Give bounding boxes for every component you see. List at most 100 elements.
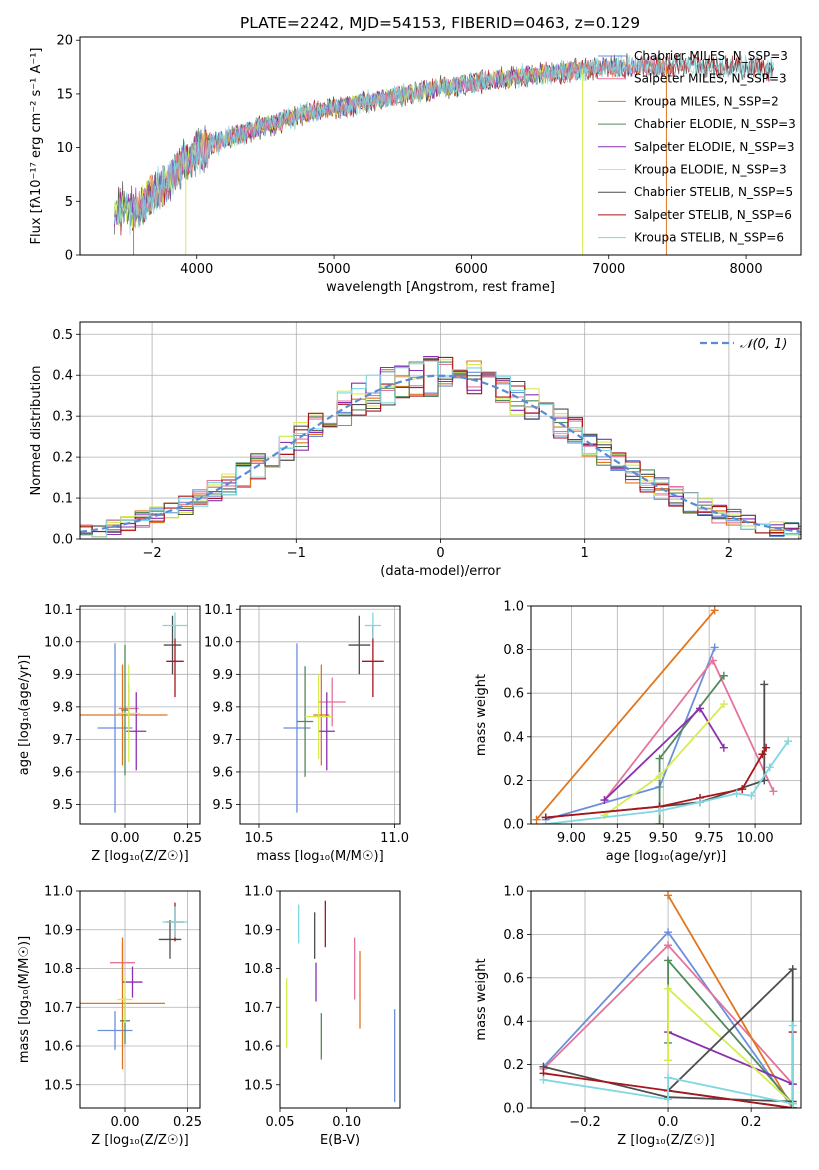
legend-label: Salpeter MILES, N_SSP=3	[634, 72, 787, 86]
spectrum-panel	[113, 53, 774, 255]
error-point	[158, 920, 182, 959]
error-point	[318, 692, 335, 771]
plot-area	[283, 612, 384, 813]
y-tick-label: 10.5	[244, 1078, 273, 1093]
weight_vs_age-panel	[531, 605, 801, 825]
x-tick-label: 9.25	[603, 831, 632, 846]
error-point	[97, 643, 133, 813]
histogram-step	[80, 360, 801, 538]
error-point	[80, 937, 165, 1070]
weight-marker	[664, 1056, 673, 1065]
weight-marker	[758, 750, 767, 759]
weight-marker	[719, 671, 728, 680]
axes-frame	[530, 605, 802, 825]
weight-marker	[664, 891, 673, 900]
y-tick-label: 0.2	[52, 451, 73, 466]
y-tick-label: 9.7	[212, 733, 233, 748]
x-axis-label: Z [log₁₀(Z/Z☉)]	[617, 1133, 714, 1148]
x-tick-label: 0.05	[266, 1115, 295, 1130]
legend-label: 𝒩(0, 1)	[740, 337, 787, 352]
y-tick-label: 5	[65, 195, 73, 210]
y-tick-label: 10.6	[244, 1040, 273, 1055]
spectrum-frame: 4000 5000 6000 7000 8000 0 5 10 15 20 wavelength […	[29, 34, 802, 295]
y-axis-label: mass weight	[474, 674, 489, 756]
spectrum-legend: Chabrier MILES, N_SSP=3 Salpeter MILES, N…	[598, 49, 796, 245]
error-point	[163, 615, 182, 675]
mass_vs_EBV-panel	[286, 900, 396, 1103]
x-tick-label: 5000	[318, 262, 351, 277]
x-axis-label: wavelength [Angstrom, rest frame]	[326, 280, 555, 295]
y-tick-label: 10.1	[44, 603, 73, 618]
y-tick-label: 10.5	[44, 1078, 73, 1093]
y-tick-label: 0.0	[503, 1102, 524, 1117]
weight-marker	[784, 737, 793, 746]
axes-frame	[79, 605, 201, 825]
y-tick-label: 9.5	[52, 798, 73, 813]
weight-marker	[708, 656, 717, 665]
weight-marker	[695, 704, 704, 713]
y-tick-label: 0.2	[503, 1058, 524, 1073]
residuals-panel	[80, 322, 801, 540]
y-tick-label: 10.7	[244, 1001, 273, 1016]
axes-frame	[79, 36, 802, 256]
spectrum-line	[113, 54, 774, 235]
weight-line	[603, 703, 725, 817]
weight-marker	[738, 785, 747, 794]
weight-marker	[719, 700, 728, 709]
x-axis-label: Z [log₁₀(Z/Z☉)]	[91, 1133, 188, 1148]
age_vs_mass-frame: 10.5 11.0 9.5 9.6 9.7 9.8 9.9 10.0 10.1 mass [log…	[204, 603, 409, 864]
legend-label: Salpeter ELODIE, N_SSP=3	[634, 140, 795, 154]
mass_vs_Z-frame: 0.00 0.25 10.5 10.6 10.7 10.8 10.9 11.0 Z [log₁₀…	[17, 885, 202, 1149]
x-tick-label: 1	[581, 546, 589, 561]
x-axis-label: age [log₁₀(age/yr)]	[606, 849, 727, 864]
weight-marker	[732, 789, 741, 798]
y-tick-label: 11.0	[44, 885, 73, 900]
x-tick-label: 11.0	[380, 831, 409, 846]
y-tick-label: 9.6	[212, 765, 233, 780]
error-point	[296, 666, 314, 777]
weight-marker	[710, 606, 719, 615]
error-point	[121, 645, 129, 776]
y-tick-label: 11.0	[244, 885, 273, 900]
x-tick-label: −2	[143, 546, 162, 561]
x-tick-label: 10.00	[736, 831, 773, 846]
error-point	[162, 612, 188, 639]
y-tick-label: 9.7	[52, 733, 73, 748]
y-tick-label: 0.2	[503, 774, 524, 789]
weight-line	[667, 1031, 794, 1085]
y-tick-label: 0.3	[52, 410, 73, 425]
y-tick-label: 10.8	[44, 962, 73, 977]
weight-marker	[655, 754, 664, 763]
legend-label: Kroupa ELODIE, N_SSP=3	[634, 163, 787, 177]
error-point	[283, 643, 311, 813]
x-tick-label: 9.50	[649, 831, 678, 846]
plot-area	[113, 53, 774, 255]
x-axis-label: Z [log₁₀(Z/Z☉)]	[91, 849, 188, 864]
weight-marker	[664, 956, 673, 965]
error-point	[162, 906, 188, 938]
y-tick-label: 10.1	[204, 603, 233, 618]
plot-area	[286, 900, 396, 1103]
y-tick-label: 9.9	[52, 668, 73, 683]
mass_vs_EBV-frame: 0.05 0.10 10.5 10.6 10.7 10.8 10.9 11.0 E(B-V)	[244, 885, 401, 1148]
weight_vs_Z-panel	[531, 890, 801, 1109]
y-tick-label: 0.0	[503, 818, 524, 833]
plot-area	[539, 891, 797, 1108]
y-tick-label: 0.4	[503, 730, 524, 745]
normal-curve	[80, 374, 801, 533]
y-axis-label: mass weight	[474, 958, 489, 1040]
error-point	[305, 674, 333, 759]
y-tick-label: 0.1	[52, 492, 73, 507]
weight-marker	[695, 798, 704, 807]
weight_vs_age-frame: 9.00 9.25 9.50 9.75 10.00 0.0 0.2 0.4 0.6 0.8 1.0 a…	[474, 600, 802, 864]
y-tick-label: 0.0	[52, 533, 73, 548]
axes-frame	[530, 890, 802, 1109]
weight-marker	[788, 965, 797, 974]
weight-marker	[664, 928, 673, 937]
x-tick-label: 0.10	[332, 1115, 361, 1130]
age_vs_Z-panel	[80, 606, 200, 824]
x-tick-label: 0.2	[741, 1115, 762, 1130]
weight-marker	[600, 796, 609, 805]
x-tick-label: 7000	[592, 262, 625, 277]
x-tick-label: −0.2	[569, 1115, 601, 1130]
